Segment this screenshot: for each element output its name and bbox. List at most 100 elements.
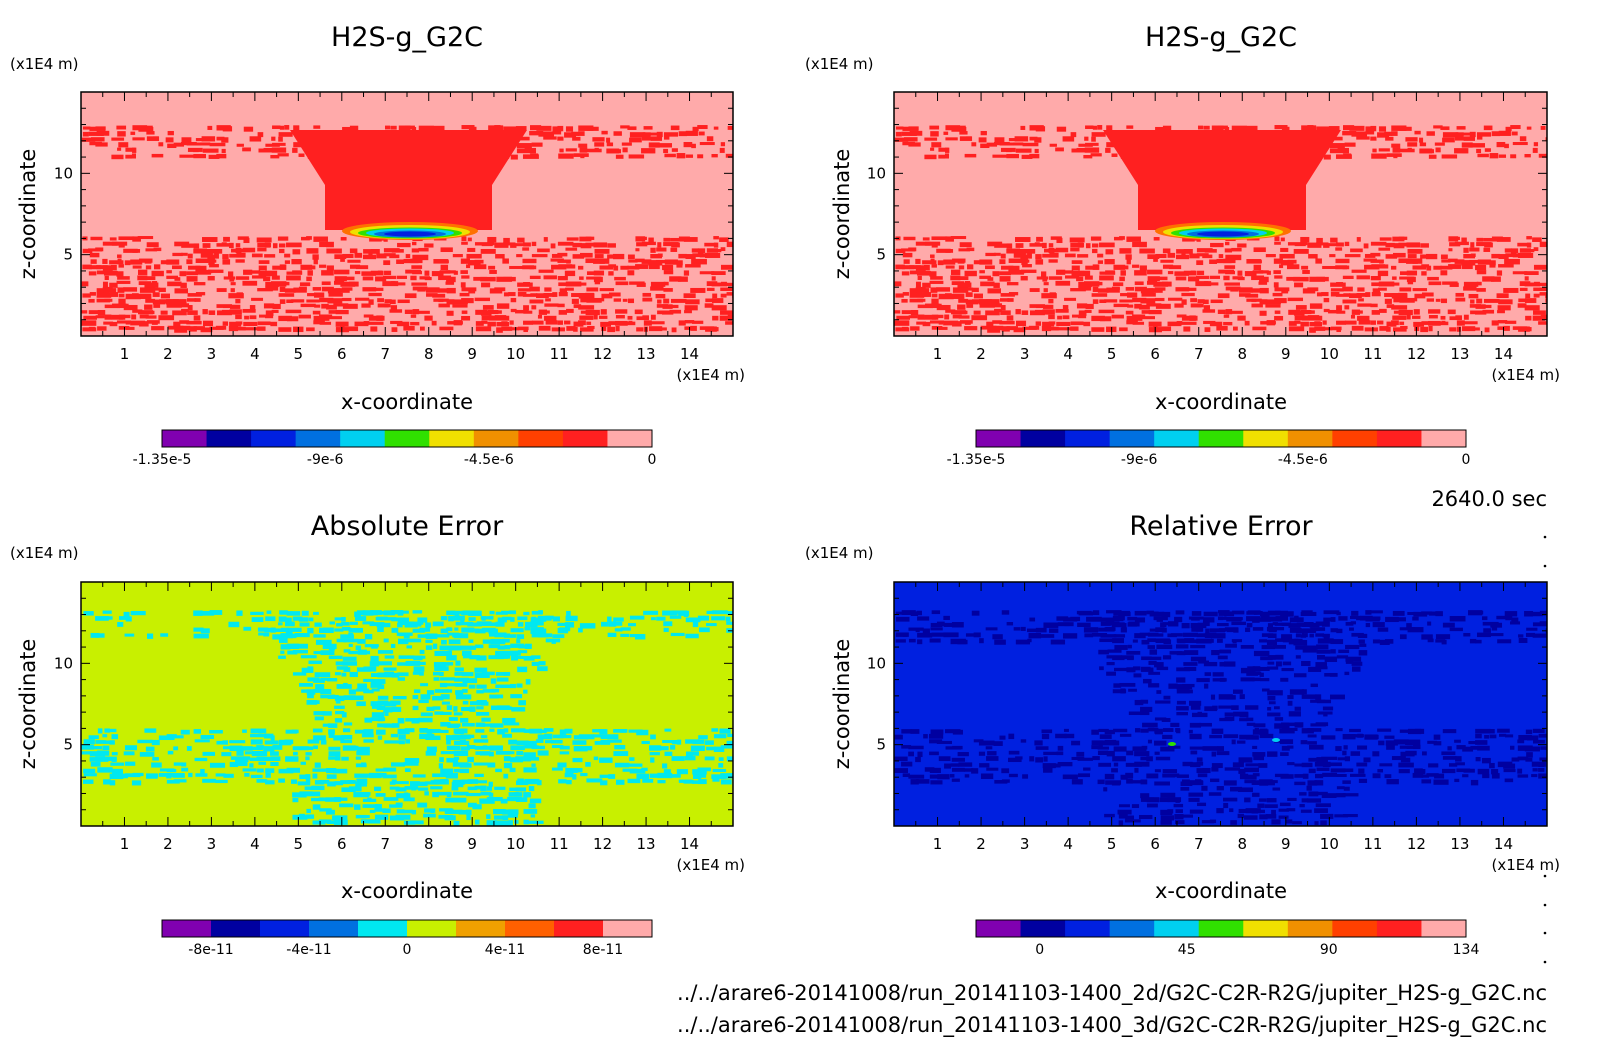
texture-speck (453, 320, 463, 326)
texture-speck (1503, 325, 1510, 331)
texture-speck (95, 756, 109, 762)
texture-speck (531, 763, 536, 767)
texture-speck (1484, 327, 1490, 333)
texture-speck (354, 773, 369, 778)
texture-speck (1476, 132, 1492, 137)
texture-speck (370, 679, 386, 684)
texture-speck (690, 325, 697, 331)
texture-speck (445, 773, 458, 779)
texture-speck (430, 786, 443, 790)
texture-speck (1498, 264, 1514, 268)
colorbar-swatch (309, 920, 359, 937)
texture-speck (1342, 750, 1347, 756)
texture-speck (123, 314, 131, 319)
texture-speck (1399, 271, 1412, 275)
texture-speck (1232, 762, 1244, 768)
texture-speck (146, 633, 154, 639)
texture-speck (1427, 621, 1432, 626)
texture-speck (1351, 269, 1367, 273)
texture-speck (418, 247, 429, 252)
texture-speck (279, 286, 286, 292)
texture-speck (1344, 756, 1351, 762)
texture-speck (699, 253, 709, 258)
texture-speck (454, 768, 460, 773)
texture-speck (1191, 617, 1200, 621)
texture-speck (116, 271, 124, 277)
texture-speck (726, 740, 733, 746)
texture-speck (551, 327, 565, 332)
texture-speck (1034, 740, 1043, 746)
texture-speck (1518, 734, 1532, 741)
texture-speck (125, 616, 132, 622)
texture-speck (1421, 634, 1433, 640)
texture-speck (663, 237, 671, 242)
texture-speck (209, 762, 226, 768)
texture-speck (166, 779, 180, 784)
texture-speck (1224, 126, 1230, 131)
colorbar-swatch (1109, 430, 1155, 447)
colorbar-swatch (1376, 920, 1422, 937)
texture-speck (420, 683, 429, 687)
colorbar-swatch (1243, 920, 1289, 937)
texture-speck (1526, 126, 1532, 130)
texture-speck (1176, 667, 1190, 672)
texture-speck (1504, 611, 1518, 617)
texture-speck (459, 739, 466, 745)
texture-speck (1307, 125, 1314, 129)
texture-speck (586, 271, 599, 275)
texture-speck (1385, 136, 1394, 141)
texture-speck (237, 746, 253, 751)
texture-speck (1239, 293, 1251, 297)
texture-speck (299, 683, 313, 687)
texture-speck (158, 315, 175, 321)
texture-speck (1538, 153, 1547, 158)
texture-speck (466, 253, 482, 259)
texture-speck (552, 292, 558, 297)
texture-speck (375, 772, 387, 778)
texture-speck (510, 643, 525, 648)
texture-speck (978, 137, 987, 143)
texture-speck (193, 610, 203, 616)
texture-speck (964, 281, 971, 286)
texture-speck (1260, 656, 1273, 661)
texture-speck (515, 787, 527, 792)
texture-speck (649, 132, 663, 136)
texture-speck (368, 292, 382, 297)
texture-speck (307, 293, 321, 297)
texture-speck (251, 617, 264, 622)
texture-speck (340, 780, 350, 785)
texture-speck (943, 632, 959, 638)
texture-speck (466, 734, 475, 739)
texture-speck (1217, 638, 1223, 643)
texture-speck (1281, 622, 1292, 627)
texture-speck (1300, 236, 1310, 243)
texture-speck (1329, 148, 1343, 154)
texture-speck (670, 745, 676, 750)
texture-speck (1252, 792, 1260, 797)
texture-speck (374, 803, 382, 809)
texture-speck (1113, 762, 1119, 767)
texture-speck (1412, 616, 1419, 621)
texture-speck (319, 808, 332, 812)
texture-speck (1217, 293, 1230, 299)
texture-speck (987, 288, 1001, 294)
texture-speck (572, 136, 581, 141)
texture-speck (706, 746, 716, 751)
texture-speck (447, 650, 452, 656)
texture-speck (1524, 249, 1535, 253)
texture-speck (1454, 259, 1465, 264)
texture-speck (1035, 757, 1044, 763)
texture-speck (1278, 808, 1289, 812)
texture-speck (1223, 258, 1236, 264)
texture-speck (250, 270, 261, 274)
texture-speck (557, 136, 564, 141)
texture-speck (943, 615, 950, 621)
stray-dots (1543, 535, 1547, 964)
texture-speck (987, 751, 997, 756)
texture-speck (1470, 299, 1475, 304)
texture-speck (424, 315, 433, 321)
texture-speck (1041, 634, 1055, 638)
texture-speck (516, 639, 521, 644)
texture-speck (285, 617, 292, 623)
texture-speck (509, 320, 514, 325)
